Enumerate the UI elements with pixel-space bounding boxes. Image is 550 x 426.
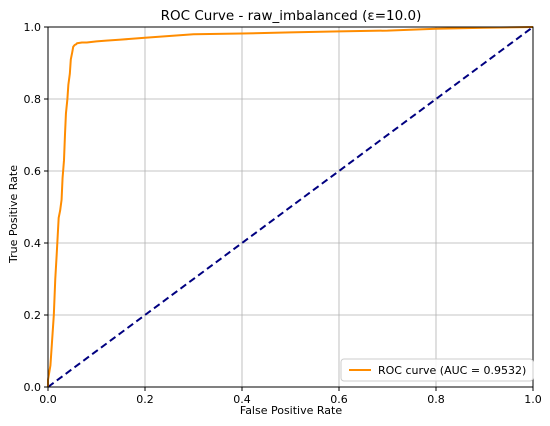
tick-layer: 0.0 0.2 0.4 0.6 0.8 1.0 0.0 0.2 0.4 0.6 0.8 1.0	[24, 21, 542, 406]
y-tick-label: 0.6	[24, 165, 42, 178]
x-tick-label: 0.8	[427, 393, 445, 406]
y-tick-label: 1.0	[24, 21, 42, 34]
y-axis-label: True Positive Rate	[7, 165, 20, 264]
x-axis-label: False Positive Rate	[240, 404, 342, 417]
roc-curve-line	[47, 26, 534, 387]
legend-box	[340, 358, 534, 382]
x-tick-label: 0.4	[233, 393, 251, 406]
x-tick-label: 0.6	[330, 393, 348, 406]
legend: ROC curve (AUC = 0.9532)	[340, 358, 534, 382]
y-tick-label: 0.0	[24, 381, 42, 394]
x-tick-label: 0.2	[136, 393, 154, 406]
x-tick-label: 1.0	[524, 393, 542, 406]
series-layer	[47, 26, 534, 388]
plot-frame	[47, 26, 534, 388]
legend-entry-roc: ROC curve (AUC = 0.9532)	[378, 364, 526, 377]
y-tick-label: 0.2	[24, 309, 42, 322]
y-tick-label: 0.4	[24, 237, 42, 250]
chart-title: ROC Curve - raw_imbalanced (ε=10.0)	[161, 8, 422, 24]
y-tick-label: 0.8	[24, 93, 42, 106]
chance-diagonal-line	[47, 26, 534, 388]
x-tick-label: 0.0	[39, 393, 57, 406]
